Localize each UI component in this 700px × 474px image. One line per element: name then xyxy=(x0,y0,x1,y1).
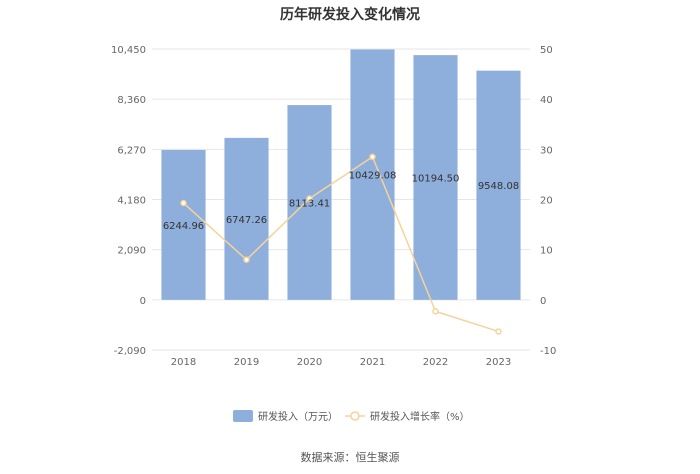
legend-swatch-marker xyxy=(350,411,360,421)
right-tick-label: -10 xyxy=(540,346,556,357)
x-tick-label: 2022 xyxy=(423,357,448,368)
legend[interactable]: 研发投入（万元） 研发投入增长率（%） xyxy=(233,410,470,423)
left-tick-label: 2,090 xyxy=(117,246,146,257)
x-axis: 2018 2019 2020 2021 2022 2023 xyxy=(171,357,511,368)
right-tick-label: 20 xyxy=(540,196,553,207)
bar-value-label: 8113.41 xyxy=(289,198,330,209)
gridlines xyxy=(152,48,530,351)
right-tick-label: 40 xyxy=(540,95,553,106)
bar-2023[interactable] xyxy=(476,70,521,300)
legend-label-bar: 研发投入（万元） xyxy=(258,410,338,423)
x-tick-label: 2018 xyxy=(171,357,196,368)
left-tick-label: 4,180 xyxy=(117,196,146,207)
bar-value-label: 10429.08 xyxy=(349,171,397,182)
right-axis: -10 0 10 20 30 40 50 xyxy=(540,45,556,357)
bar-value-label: 9548.08 xyxy=(478,181,519,192)
bar-2019[interactable] xyxy=(224,137,269,300)
bar-data-labels: 6244.96 6747.26 8113.41 10429.08 10194.50 954… xyxy=(163,171,519,232)
growth-rate-point-2021[interactable] xyxy=(369,153,376,161)
left-axis: -2,090 0 2,090 4,180 6,270 8,360 10,450 xyxy=(111,45,146,357)
growth-rate-point-2023[interactable] xyxy=(495,328,502,335)
bar-2018[interactable] xyxy=(161,149,206,300)
source-note: 数据来源：恒生聚源 xyxy=(301,450,400,464)
bar-2022[interactable] xyxy=(413,55,458,300)
left-tick-label: 6,270 xyxy=(117,145,146,156)
bar-2020[interactable] xyxy=(287,105,332,300)
left-tick-label: 10,450 xyxy=(111,45,146,56)
x-tick-label: 2021 xyxy=(360,357,385,368)
legend-swatch-bar xyxy=(233,410,253,422)
bar-value-label: 6244.96 xyxy=(163,221,204,232)
bar-series xyxy=(161,49,521,300)
bar-value-label: 10194.50 xyxy=(412,173,460,184)
growth-rate-point-2019[interactable] xyxy=(243,256,250,263)
legend-label-line: 研发投入增长率（%） xyxy=(370,410,470,423)
x-tick-label: 2023 xyxy=(486,357,511,368)
bar-2021[interactable] xyxy=(350,49,395,300)
right-tick-label: 30 xyxy=(540,145,553,156)
growth-rate-point-2018[interactable] xyxy=(180,199,187,207)
growth-rate-line xyxy=(182,155,499,333)
left-tick-label: 0 xyxy=(140,296,146,307)
right-tick-label: 0 xyxy=(540,296,546,307)
growth-rate-point-2020[interactable] xyxy=(306,195,313,202)
chart-title: 历年研发投入变化情况 xyxy=(280,6,420,23)
left-tick-label: -2,090 xyxy=(114,346,146,357)
right-tick-label: 50 xyxy=(540,45,553,56)
bar-value-label: 6747.26 xyxy=(226,215,267,226)
right-tick-label: 10 xyxy=(540,246,553,257)
growth-rate-point-2022[interactable] xyxy=(432,308,439,315)
x-tick-label: 2019 xyxy=(234,357,259,368)
left-tick-label: 8,360 xyxy=(117,95,146,106)
line-series xyxy=(180,153,502,335)
x-tick-label: 2020 xyxy=(297,357,322,368)
